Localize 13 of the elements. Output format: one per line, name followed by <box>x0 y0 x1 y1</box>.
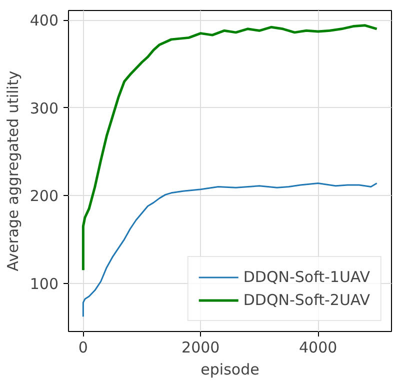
legend-label: DDQN-Soft-2UAV <box>243 291 370 309</box>
x-tick-label: 4000 <box>299 338 338 356</box>
x-axis-title: episode <box>200 360 260 378</box>
line-series <box>82 182 378 318</box>
y-tick-label: 100 <box>30 274 59 293</box>
y-axis-title: Average aggregated utility <box>4 70 22 272</box>
x-tick-label: 0 <box>78 338 88 356</box>
x-tick-label: 2000 <box>182 338 220 356</box>
legend-label: DDQN-Soft-1UAV <box>243 268 370 286</box>
y-tick-label: 300 <box>30 99 59 118</box>
line-series <box>82 24 378 272</box>
y-tick-label: 400 <box>30 12 59 30</box>
y-tick-label: 200 <box>30 187 59 206</box>
